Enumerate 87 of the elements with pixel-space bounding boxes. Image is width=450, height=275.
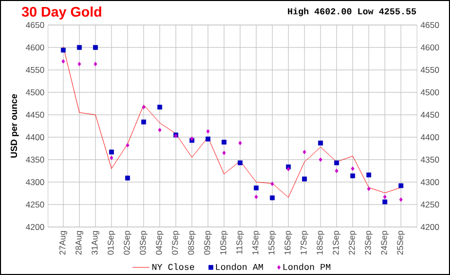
y2-tick-label: 4200: [420, 224, 440, 230]
y2-tick-label: 4350: [420, 156, 440, 162]
x-tick-label: 16Sep: [284, 230, 292, 254]
y-tick-label: 4200: [26, 224, 44, 230]
y-axis-title: USD per ounce: [10, 94, 19, 158]
point: [94, 62, 98, 66]
point: [206, 136, 210, 142]
x-tick-label: 17Sep: [300, 230, 308, 254]
y2-tick-label: 4500: [420, 89, 440, 96]
point: [382, 199, 388, 204]
chart-title: 30 Day Gold: [22, 6, 102, 20]
point: [222, 140, 226, 144]
x-tick-label: 11Sep: [236, 230, 244, 254]
x-tick-label: 28Aug: [76, 230, 84, 254]
point: [93, 44, 98, 50]
x-tick-label: 24Sep: [381, 230, 389, 254]
point: [350, 166, 354, 171]
y-tick-label: 4650: [26, 22, 44, 28]
point: [109, 149, 114, 154]
point: [318, 140, 323, 146]
point: [383, 194, 387, 199]
x-tick-label: 15Sep: [268, 230, 276, 254]
y-tick-label: 4550: [26, 66, 44, 73]
x-tick-label: 07Sep: [172, 230, 180, 254]
x-tick-label: 04Sep: [156, 230, 164, 254]
y2-tick-label: 4600: [420, 44, 440, 50]
point: [238, 140, 242, 146]
point: [302, 150, 306, 154]
point: [157, 104, 162, 110]
point: [366, 172, 372, 178]
y-tick-label: 4350: [26, 156, 44, 162]
point: [254, 194, 258, 199]
point: [350, 173, 356, 178]
legend-label: London AM: [216, 263, 263, 270]
text: High 4602.00 Low 4255.55: [288, 8, 416, 16]
y2-tick-label: 4550: [420, 66, 440, 73]
point: [318, 157, 322, 162]
point: [126, 142, 130, 148]
point: [270, 195, 275, 200]
y2-tick-label: 4400: [420, 134, 440, 140]
point: [286, 166, 290, 172]
x-tick-label: 08Sep: [188, 230, 196, 254]
point: [60, 48, 66, 52]
point: [254, 185, 259, 190]
point: [78, 62, 82, 66]
point: [76, 44, 82, 50]
point: [334, 160, 340, 166]
y2-tick-label: 4250: [420, 201, 440, 208]
legend-label: NY Close: [152, 263, 194, 270]
point: [367, 186, 370, 191]
point: [158, 128, 162, 132]
y-tick-label: 4600: [26, 44, 44, 50]
point: [399, 197, 403, 202]
y-tick-label: 4300: [26, 178, 44, 185]
point: [302, 176, 307, 182]
x-tick-label: 10Sep: [220, 230, 228, 254]
x-tick-label: 02Sep: [124, 230, 132, 254]
point: [270, 182, 274, 186]
x-tick-label: 22Sep: [348, 230, 357, 254]
legend-label: London PM: [283, 263, 330, 270]
x-tick-label: 18Sep: [316, 230, 324, 254]
y-tick-label: 4500: [26, 89, 44, 96]
y2-tick-label: 4450: [420, 112, 440, 118]
point: [125, 175, 130, 180]
point: [62, 58, 65, 64]
x-tick-label: 21Sep: [332, 230, 340, 254]
y2-tick-label: 4650: [420, 22, 440, 28]
x-tick-label: 03Sep: [140, 230, 148, 254]
point: [206, 129, 210, 134]
point: [398, 183, 404, 188]
x-tick-label: 27Aug: [59, 230, 68, 254]
x-tick-label: 09Sep: [204, 230, 212, 254]
point: [222, 150, 226, 155]
x-tick-label: 31Aug: [92, 230, 100, 254]
point: [110, 155, 114, 160]
y-tick-label: 4400: [26, 134, 44, 140]
x-tick-label: 14Sep: [252, 230, 260, 254]
point: [142, 104, 146, 110]
y-tick-label: 4250: [26, 201, 44, 208]
y-tick-label: 4450: [26, 112, 44, 118]
x-tick-label: 23Sep: [364, 230, 373, 254]
y2-tick-label: 4300: [420, 178, 440, 185]
x-tick-label: 25Sep: [397, 230, 405, 254]
point: [334, 168, 338, 173]
point: [238, 160, 243, 166]
x-tick-label: 01Sep: [108, 230, 116, 254]
point: [141, 119, 146, 124]
